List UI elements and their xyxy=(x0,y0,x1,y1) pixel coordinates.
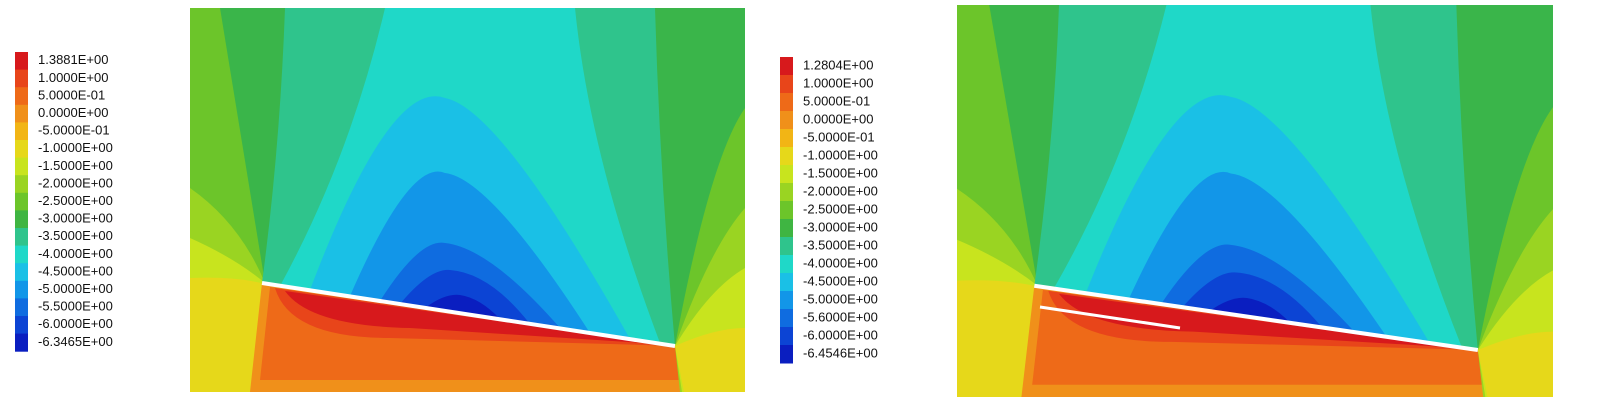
legend-swatch xyxy=(780,165,793,184)
legend-swatch xyxy=(15,210,28,229)
legend-swatch xyxy=(15,140,28,159)
legend-label: -5.0000E+00 xyxy=(803,291,878,306)
legend-label: -6.3465E+00 xyxy=(38,334,113,349)
legend-label: -6.0000E+00 xyxy=(38,316,113,331)
legend-label: -3.5000E+00 xyxy=(803,237,878,252)
legend-label: -4.5000E+00 xyxy=(803,273,878,288)
legend-label: -6.0000E+00 xyxy=(803,327,878,342)
contour-field xyxy=(957,5,1553,397)
legend-swatch xyxy=(780,273,793,292)
legend-label: -2.5000E+00 xyxy=(38,193,113,208)
legend-label: -1.0000E+00 xyxy=(803,147,878,162)
legend-label: -5.0000E-01 xyxy=(803,129,875,144)
legend-swatch xyxy=(780,93,793,112)
legend-swatch xyxy=(780,183,793,202)
legend-label: 0.0000E+00 xyxy=(38,105,108,120)
legend-swatch xyxy=(780,345,793,364)
legend-swatch xyxy=(780,129,793,148)
contour-field xyxy=(190,8,745,392)
legend-swatch xyxy=(15,280,28,299)
legend-swatch xyxy=(15,298,28,317)
legend-label: 1.0000E+00 xyxy=(38,70,108,85)
legend-label: -3.5000E+00 xyxy=(38,228,113,243)
legend-swatch xyxy=(15,52,28,71)
legend-swatch xyxy=(15,87,28,106)
legend-swatch xyxy=(780,75,793,94)
legend-label: -6.4546E+00 xyxy=(803,345,878,360)
legend-swatch xyxy=(15,263,28,282)
legend-swatch xyxy=(15,245,28,264)
legend-swatch xyxy=(780,57,793,76)
legend-label: -4.0000E+00 xyxy=(803,255,878,270)
legend-swatch xyxy=(15,122,28,141)
legend-swatch xyxy=(15,104,28,123)
legend-label: -2.0000E+00 xyxy=(803,183,878,198)
legend-swatch xyxy=(780,255,793,274)
legend-swatch xyxy=(15,316,28,335)
legend-swatch xyxy=(15,192,28,211)
legend-label: -5.6000E+00 xyxy=(803,309,878,324)
legend-label: -1.5000E+00 xyxy=(803,165,878,180)
legend-swatch xyxy=(780,309,793,328)
legend-label: -4.5000E+00 xyxy=(38,263,113,278)
legend-swatch xyxy=(780,327,793,346)
legend-swatch xyxy=(15,157,28,176)
crack-line xyxy=(1039,305,1181,330)
legend-label: 1.3881E+00 xyxy=(38,52,108,67)
legend-swatch xyxy=(15,333,28,352)
legend-label: 5.0000E-01 xyxy=(803,93,870,108)
legend-label: -5.5000E+00 xyxy=(38,299,113,314)
legend-swatch xyxy=(15,175,28,194)
legend-swatch xyxy=(15,228,28,247)
legend-swatch xyxy=(780,237,793,256)
legend-swatch xyxy=(780,219,793,238)
legend-label: 1.2804E+00 xyxy=(803,57,873,72)
legend-swatch xyxy=(780,111,793,130)
legend-label: -2.5000E+00 xyxy=(803,201,878,216)
legend-label: 0.0000E+00 xyxy=(803,111,873,126)
legend-label: 5.0000E-01 xyxy=(38,87,105,102)
legend-label: -4.0000E+00 xyxy=(38,246,113,261)
legend-label: -5.0000E+00 xyxy=(38,281,113,296)
legend-swatch xyxy=(15,69,28,88)
legend-label: -5.0000E-01 xyxy=(38,123,110,138)
legend-label: 1.0000E+00 xyxy=(803,75,873,90)
legend-swatch xyxy=(780,291,793,310)
legend-label: -3.0000E+00 xyxy=(38,211,113,226)
legend-label: -1.0000E+00 xyxy=(38,140,113,155)
legend-swatch xyxy=(780,147,793,166)
legend-label: -3.0000E+00 xyxy=(803,219,878,234)
legend-label: -1.5000E+00 xyxy=(38,158,113,173)
legend-label: -2.0000E+00 xyxy=(38,175,113,190)
legend-swatch xyxy=(780,201,793,220)
